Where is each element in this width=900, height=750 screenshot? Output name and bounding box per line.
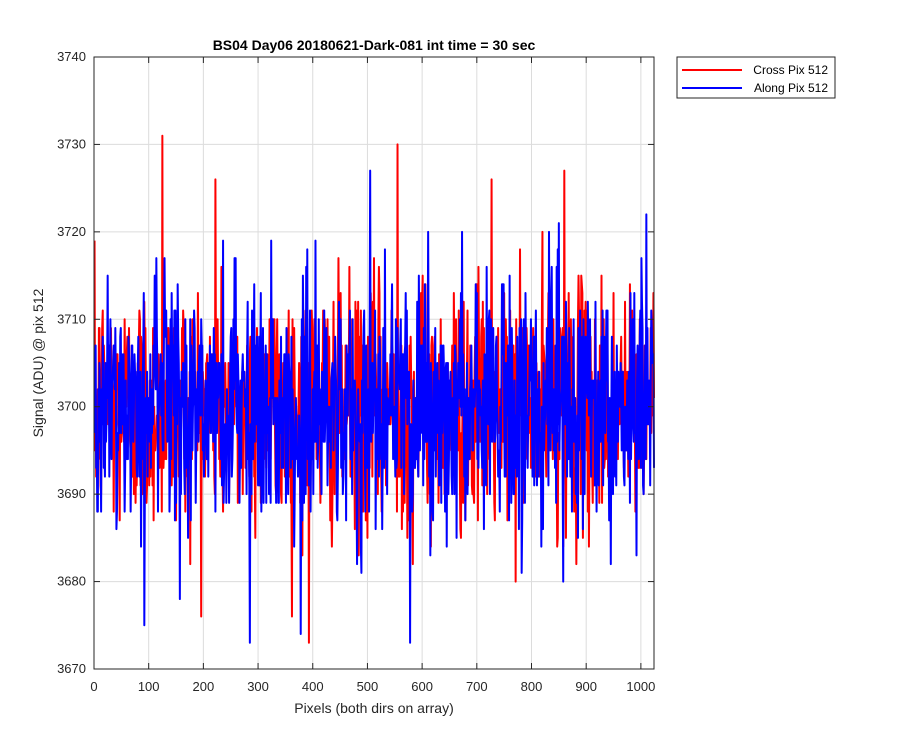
series-line-along bbox=[93, 169, 655, 644]
y-tick-label: 3730 bbox=[57, 136, 86, 151]
x-tick-label: 200 bbox=[193, 679, 215, 694]
x-tick-label: 600 bbox=[411, 679, 433, 694]
legend: Cross Pix 512 Along Pix 512 bbox=[676, 56, 836, 99]
legend-label-cross: Cross Pix 512 bbox=[753, 63, 828, 77]
x-tick-label: 1000 bbox=[626, 679, 655, 694]
x-tick-label: 900 bbox=[575, 679, 597, 694]
y-tick-label: 3700 bbox=[57, 399, 86, 414]
x-tick-label: 400 bbox=[302, 679, 324, 694]
x-tick-label: 500 bbox=[357, 679, 379, 694]
y-tick-label: 3670 bbox=[57, 661, 86, 676]
plot-frame bbox=[93, 56, 655, 670]
x-tick-label: 700 bbox=[466, 679, 488, 694]
y-tick-label: 3680 bbox=[57, 574, 86, 589]
y-axis-label: Signal (ADU) @ pix 512 bbox=[30, 288, 46, 437]
x-tick-label: 800 bbox=[521, 679, 543, 694]
y-tick-label: 3710 bbox=[57, 311, 86, 326]
legend-box bbox=[676, 56, 836, 99]
y-tick-label: 3720 bbox=[57, 224, 86, 239]
y-tick-label: 3740 bbox=[57, 49, 86, 64]
y-tick-label: 3690 bbox=[57, 486, 86, 501]
axis-ticks: 0 100 200 300 400 500 600 700 800 900 1000 3670 3680… bbox=[57, 49, 655, 694]
series-lines bbox=[93, 134, 655, 644]
x-tick-label: 300 bbox=[247, 679, 269, 694]
legend-label-along: Along Pix 512 bbox=[754, 81, 828, 95]
x-axis-label: Pixels (both dirs on array) bbox=[294, 700, 454, 716]
chart-title: BS04 Day06 20180621-Dark-081 int time = … bbox=[213, 37, 536, 53]
x-tick-label: 0 bbox=[90, 679, 97, 694]
x-tick-label: 100 bbox=[138, 679, 160, 694]
